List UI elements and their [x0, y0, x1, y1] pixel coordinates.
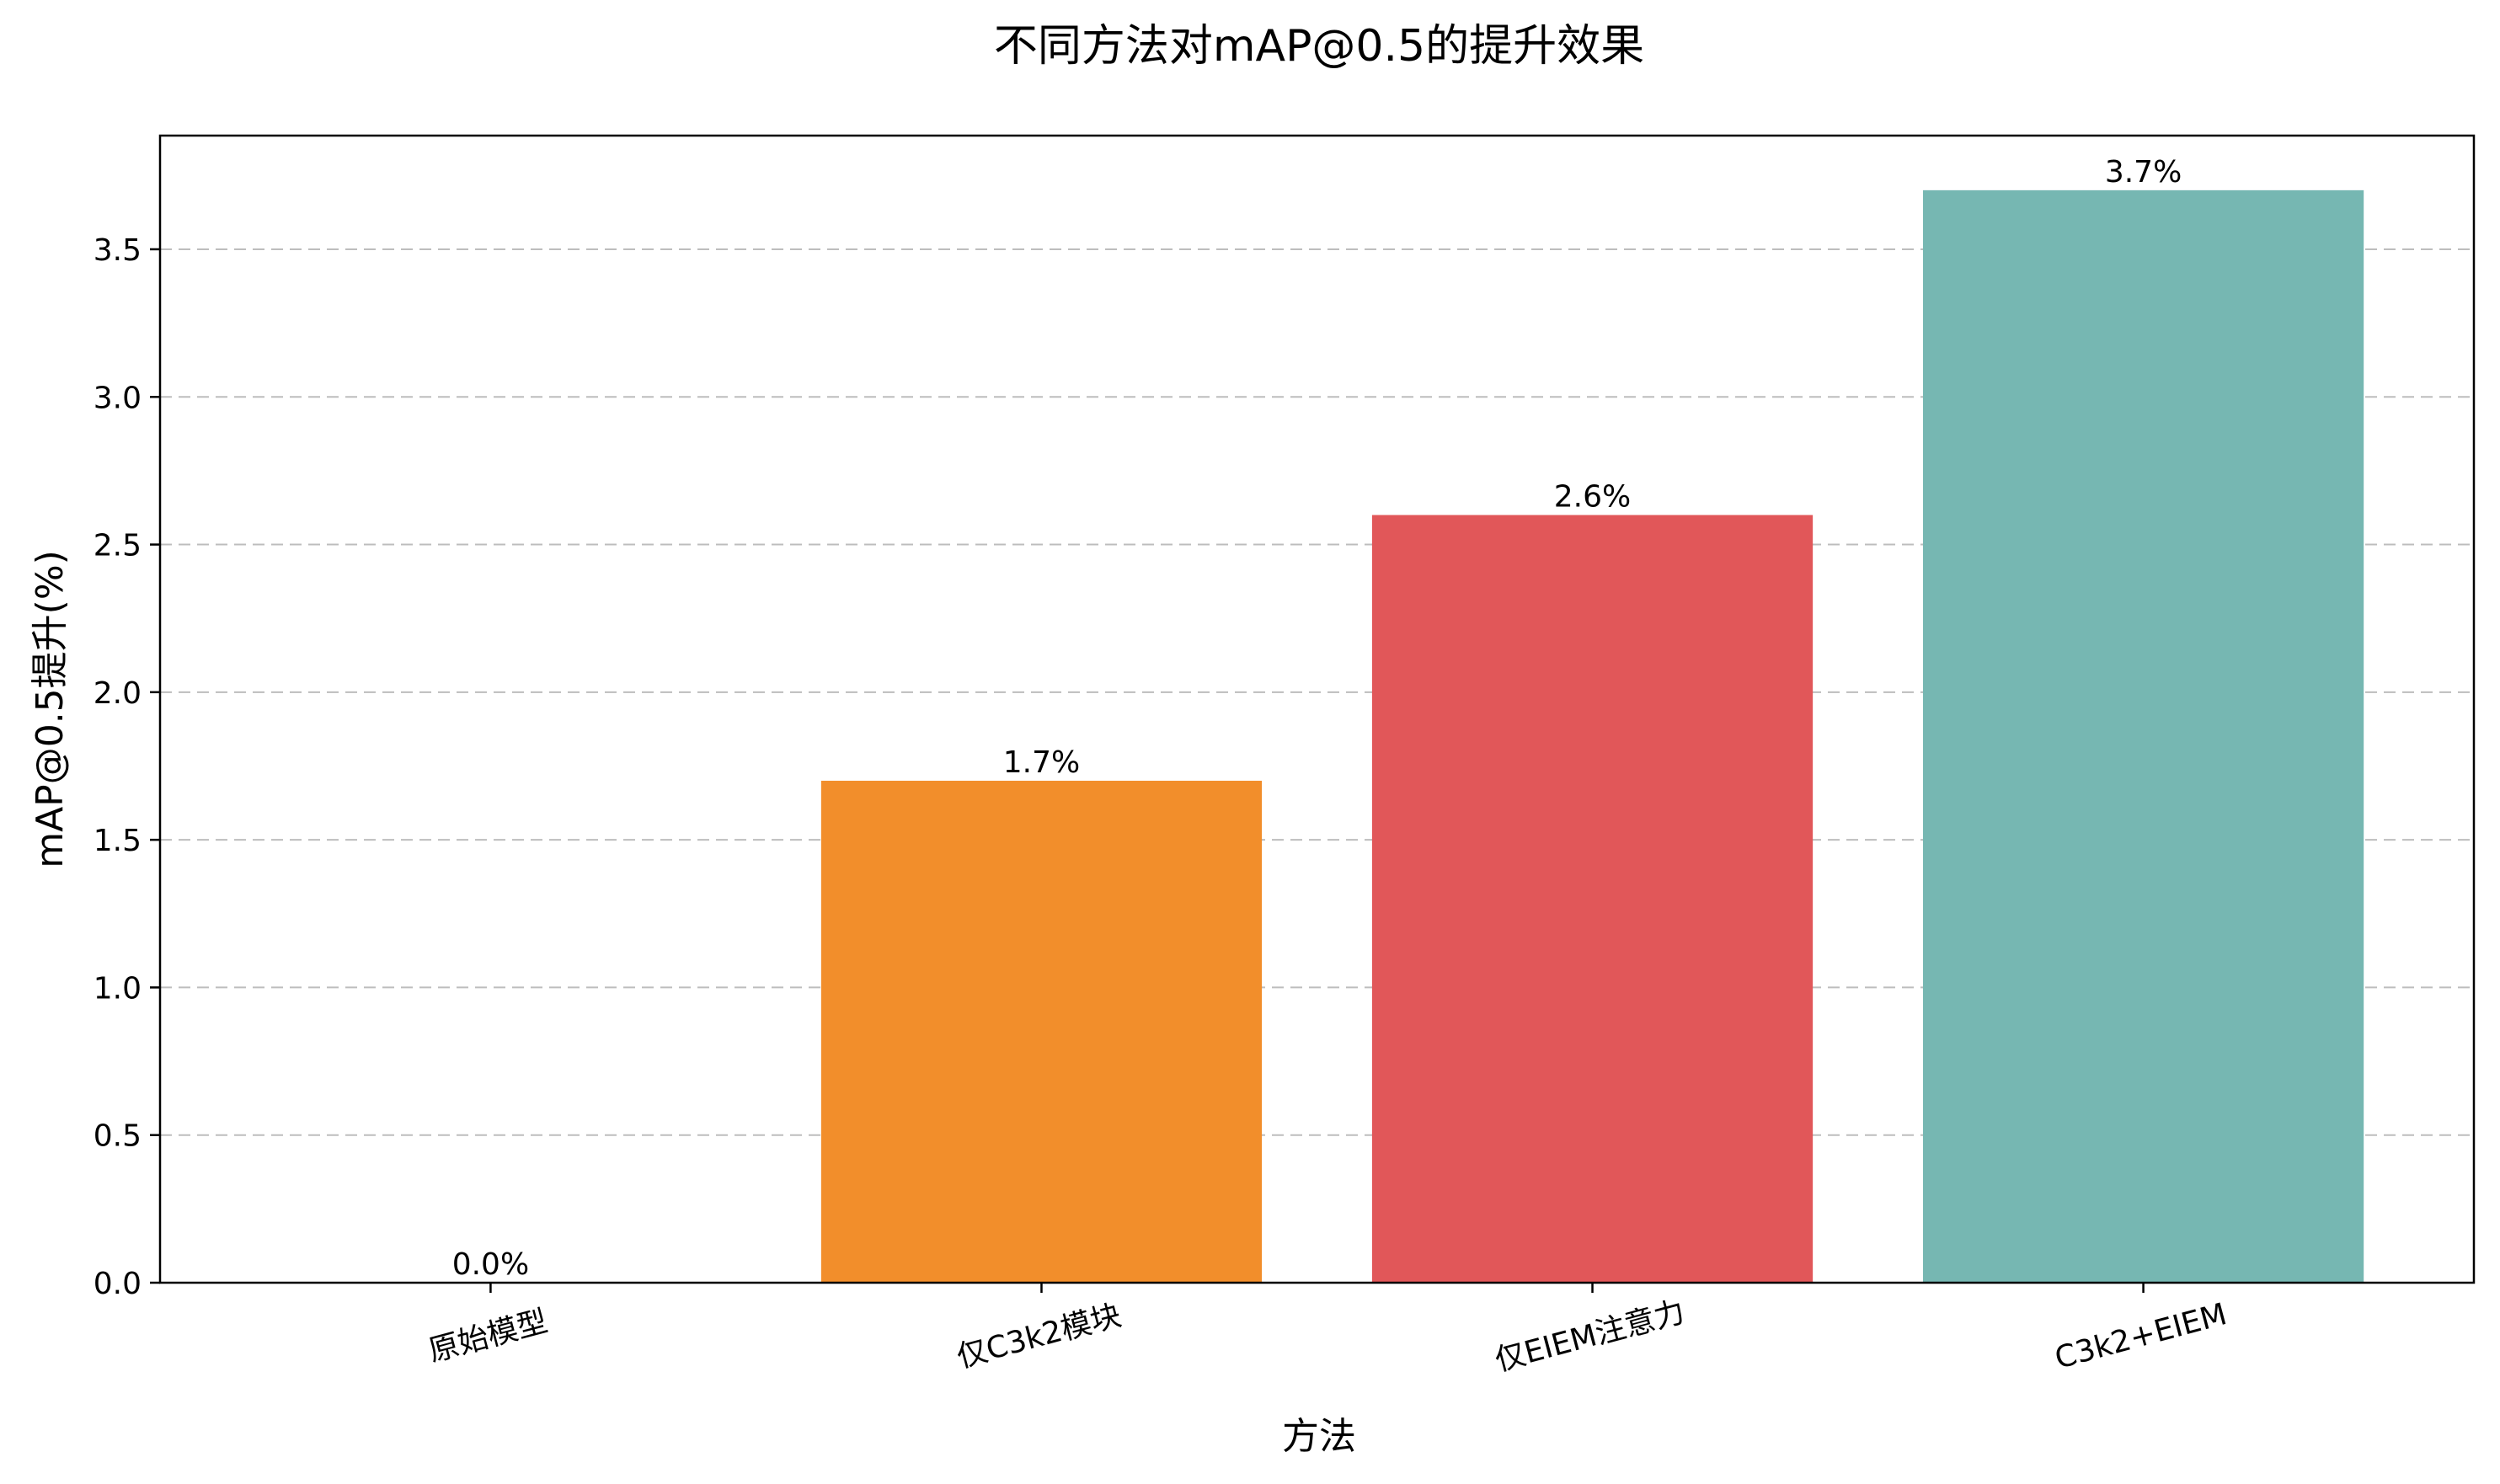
x-axis-ticks: 原始模型 仅C3k2模块 仅EIEM注意力 C3k2+EIEM [425, 1283, 2230, 1379]
y-tick-label: 0.5 [93, 1119, 142, 1154]
plot-frame [158, 134, 2476, 1284]
data-label: 2.6% [1554, 479, 1631, 514]
y-tick-label: 0.0 [93, 1267, 142, 1301]
chart-title: 不同方法对mAP@0.5的提升效果 [994, 21, 1644, 72]
x-tick-label: 原始模型 [425, 1304, 552, 1369]
x-tick-label: 仅EIEM注意力 [1492, 1294, 1689, 1378]
y-axis-label: mAP@0.5提升(%) [29, 550, 72, 868]
bar [820, 781, 1263, 1283]
bar [1922, 190, 2364, 1283]
x-tick-label: C3k2+EIEM [2051, 1297, 2230, 1376]
y-tick-label: 3.5 [93, 233, 142, 268]
data-labels: 0.0% 1.7% 2.6% 3.7% [452, 155, 2182, 1282]
y-axis-ticks: 0.0 0.5 1.0 1.5 2.0 2.5 3.0 3.5 [93, 233, 160, 1301]
data-label: 0.0% [452, 1247, 529, 1282]
x-tick-label: 仅C3k2模块 [954, 1298, 1125, 1375]
bar [1371, 515, 1814, 1283]
bars [820, 190, 2364, 1283]
y-tick-label: 2.0 [93, 676, 142, 711]
x-axis-label: 方法 [1282, 1415, 1356, 1458]
data-label: 3.7% [2105, 155, 2182, 190]
data-label: 1.7% [1003, 745, 1080, 780]
y-tick-label: 3.0 [93, 381, 142, 415]
y-tick-label: 1.5 [93, 824, 142, 858]
y-tick-label: 2.5 [93, 529, 142, 563]
y-tick-label: 1.0 [93, 971, 142, 1006]
